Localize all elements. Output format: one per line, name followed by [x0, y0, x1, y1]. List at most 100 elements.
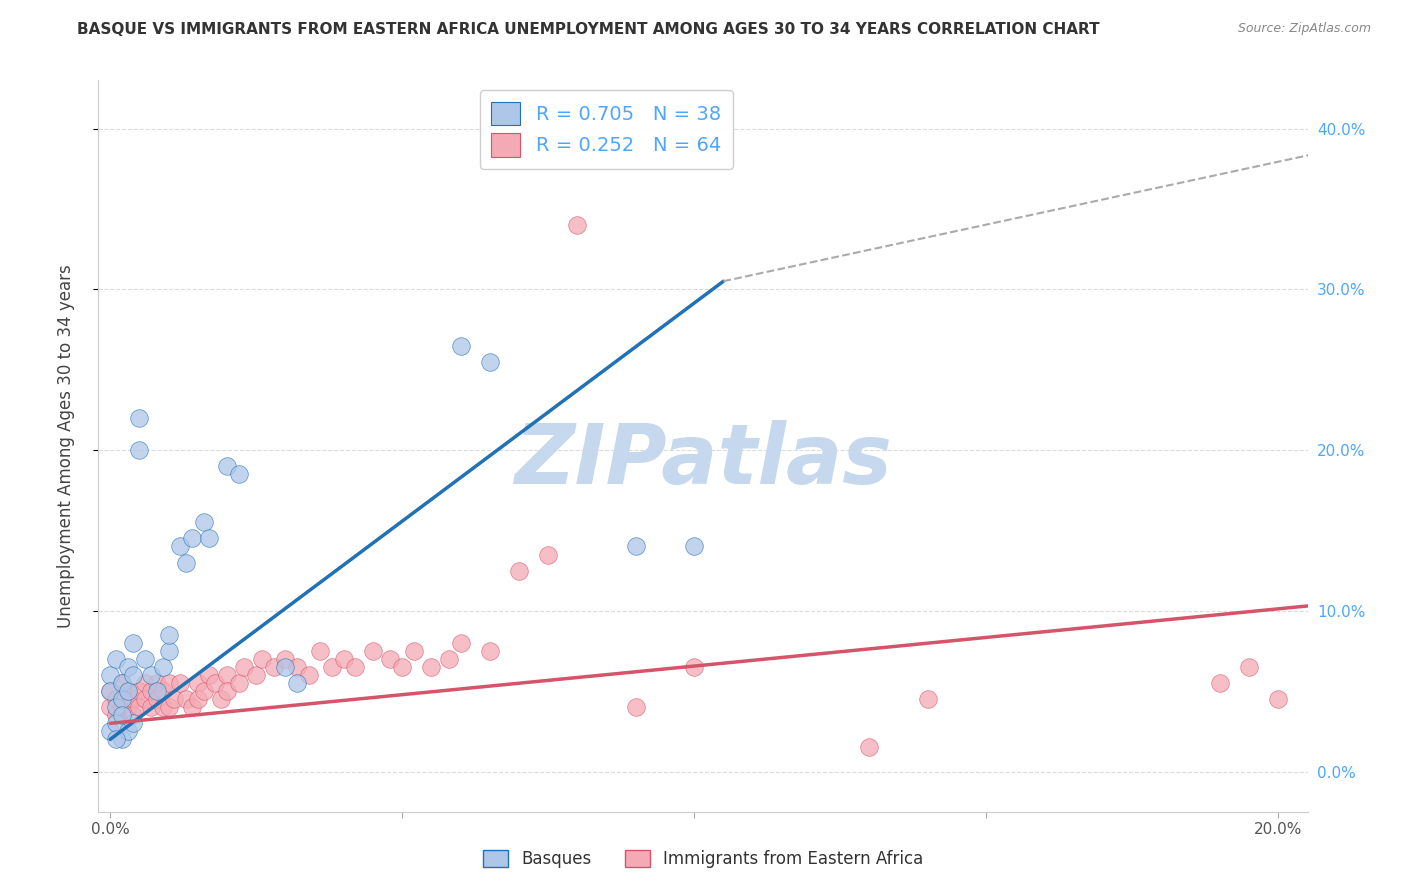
Point	[117, 724, 139, 739]
Point	[537, 548, 560, 562]
Point	[263, 660, 285, 674]
Point	[198, 532, 221, 546]
Point	[285, 660, 308, 674]
Point	[104, 732, 127, 747]
Point	[157, 644, 180, 658]
Point	[104, 700, 127, 714]
Point	[157, 676, 180, 690]
Point	[274, 660, 297, 674]
Point	[117, 700, 139, 714]
Point	[567, 218, 589, 232]
Point	[215, 668, 238, 682]
Point	[152, 700, 174, 714]
Point	[104, 708, 127, 723]
Point	[169, 676, 191, 690]
Point	[139, 668, 162, 682]
Point	[274, 652, 297, 666]
Point	[98, 724, 121, 739]
Legend: Basques, Immigrants from Eastern Africa: Basques, Immigrants from Eastern Africa	[477, 843, 929, 875]
Point	[420, 660, 443, 674]
Point	[134, 676, 156, 690]
Point	[174, 556, 197, 570]
Point	[215, 459, 238, 474]
Point	[111, 732, 134, 747]
Point	[917, 692, 939, 706]
Point	[128, 700, 150, 714]
Point	[163, 692, 186, 706]
Point	[169, 540, 191, 554]
Point	[332, 652, 354, 666]
Point	[215, 684, 238, 698]
Point	[98, 668, 121, 682]
Point	[152, 684, 174, 698]
Point	[104, 652, 127, 666]
Point	[1267, 692, 1289, 706]
Point	[250, 652, 273, 666]
Point	[104, 692, 127, 706]
Point	[233, 660, 256, 674]
Point	[98, 684, 121, 698]
Point	[193, 684, 215, 698]
Point	[104, 716, 127, 731]
Point	[111, 700, 134, 714]
Point	[157, 628, 180, 642]
Point	[111, 692, 134, 706]
Point	[478, 354, 501, 368]
Point	[193, 516, 215, 530]
Point	[204, 676, 226, 690]
Point	[450, 636, 472, 650]
Point	[134, 692, 156, 706]
Point	[180, 700, 202, 714]
Point	[128, 443, 150, 458]
Point	[117, 684, 139, 698]
Point	[624, 540, 647, 554]
Point	[209, 692, 232, 706]
Point	[122, 708, 145, 723]
Point	[361, 644, 384, 658]
Point	[683, 540, 706, 554]
Point	[187, 676, 209, 690]
Point	[128, 684, 150, 698]
Y-axis label: Unemployment Among Ages 30 to 34 years: Unemployment Among Ages 30 to 34 years	[56, 264, 75, 628]
Point	[174, 692, 197, 706]
Point	[152, 660, 174, 674]
Text: ZIPatlas: ZIPatlas	[515, 420, 891, 501]
Point	[122, 692, 145, 706]
Point	[146, 676, 169, 690]
Point	[139, 700, 162, 714]
Point	[298, 668, 321, 682]
Point	[285, 676, 308, 690]
Point	[122, 636, 145, 650]
Point	[437, 652, 460, 666]
Point	[478, 644, 501, 658]
Point	[321, 660, 343, 674]
Point	[344, 660, 367, 674]
Point	[98, 684, 121, 698]
Point	[450, 338, 472, 352]
Point	[128, 410, 150, 425]
Point	[380, 652, 402, 666]
Point	[139, 684, 162, 698]
Point	[1237, 660, 1260, 674]
Point	[157, 700, 180, 714]
Point	[858, 740, 880, 755]
Point	[111, 676, 134, 690]
Point	[309, 644, 332, 658]
Point	[122, 716, 145, 731]
Legend: R = 0.705   N = 38, R = 0.252   N = 64: R = 0.705 N = 38, R = 0.252 N = 64	[479, 90, 733, 169]
Point	[228, 467, 250, 482]
Point	[228, 676, 250, 690]
Point	[146, 692, 169, 706]
Point	[683, 660, 706, 674]
Point	[402, 644, 425, 658]
Point	[98, 700, 121, 714]
Point	[134, 652, 156, 666]
Point	[624, 700, 647, 714]
Point	[146, 684, 169, 698]
Point	[117, 660, 139, 674]
Text: BASQUE VS IMMIGRANTS FROM EASTERN AFRICA UNEMPLOYMENT AMONG AGES 30 TO 34 YEARS : BASQUE VS IMMIGRANTS FROM EASTERN AFRICA…	[77, 22, 1099, 37]
Point	[391, 660, 413, 674]
Point	[508, 564, 530, 578]
Text: Source: ZipAtlas.com: Source: ZipAtlas.com	[1237, 22, 1371, 36]
Point	[117, 684, 139, 698]
